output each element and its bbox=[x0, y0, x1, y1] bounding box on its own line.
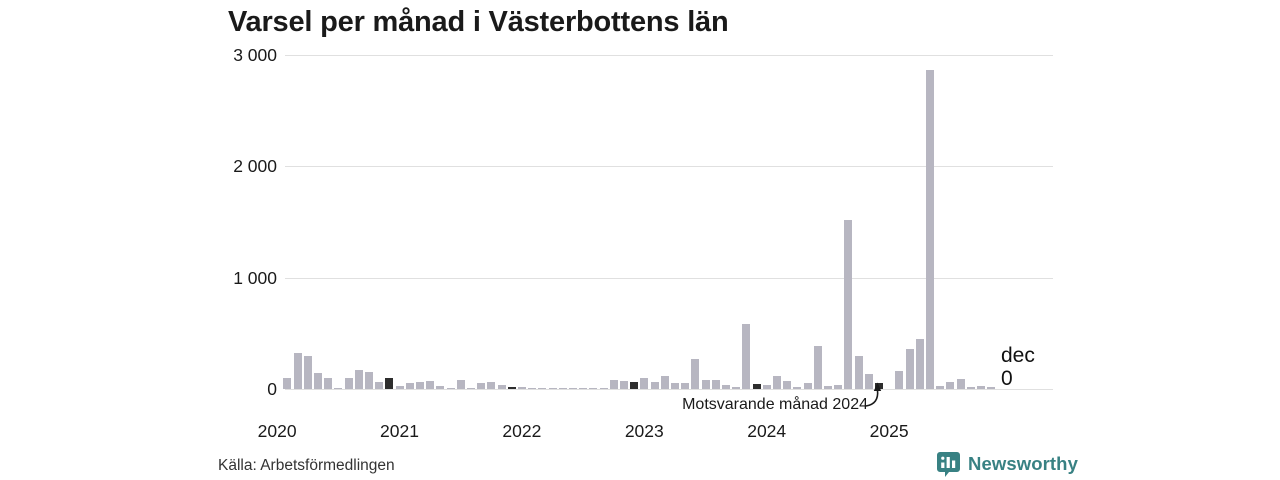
x-axis-year-label-2024: 2024 bbox=[747, 421, 787, 441]
bar-2024-06 bbox=[813, 346, 822, 389]
bar-2025-05 bbox=[925, 70, 934, 389]
bar-2023-09 bbox=[721, 384, 730, 389]
bar-2025-04 bbox=[915, 339, 924, 389]
bar-2021-08 bbox=[466, 388, 475, 389]
bar-2022-04 bbox=[548, 388, 557, 389]
bar-2020-04 bbox=[303, 355, 312, 389]
bar-2022-03 bbox=[538, 387, 547, 389]
latest-value-label: 0 bbox=[1001, 367, 1013, 390]
bar-2021-02 bbox=[405, 382, 414, 389]
bar-2023-04 bbox=[670, 382, 679, 389]
bar-2022-05 bbox=[558, 388, 567, 389]
bar-2023-11 bbox=[742, 323, 751, 389]
bar-2022-02 bbox=[528, 388, 537, 389]
bar-2021-03 bbox=[415, 381, 424, 389]
source-label: Källa: Arbetsförmedlingen bbox=[218, 457, 395, 474]
bar-2020-12 bbox=[385, 377, 394, 389]
bar-2021-11 bbox=[497, 384, 506, 389]
bar-2020-05 bbox=[313, 372, 322, 389]
bar-2024-04 bbox=[793, 386, 802, 389]
bar-2023-12 bbox=[752, 383, 761, 389]
annotation-label: Motsvarande månad 2024 bbox=[682, 396, 868, 413]
bar-2025-03 bbox=[905, 349, 914, 389]
gridline-y-1000 bbox=[285, 277, 1053, 279]
bar-2023-06 bbox=[691, 358, 700, 389]
bar-2022-11 bbox=[619, 381, 628, 389]
bar-2021-10 bbox=[487, 382, 496, 389]
bar-2022-12 bbox=[630, 382, 639, 389]
latest-month-label: dec bbox=[1001, 344, 1035, 367]
newsworthy-logo-text: Newsworthy bbox=[968, 453, 1078, 474]
gridline-y-2000 bbox=[285, 166, 1053, 168]
bar-2025-08 bbox=[956, 378, 965, 389]
bar-2024-03 bbox=[783, 380, 792, 389]
bar-2021-12 bbox=[507, 386, 516, 389]
bar-2025-09 bbox=[966, 387, 975, 389]
bar-2024-10 bbox=[854, 356, 863, 389]
bar-2025-06 bbox=[936, 386, 945, 389]
x-axis-year-label-2022: 2022 bbox=[502, 421, 542, 441]
bar-2020-03 bbox=[293, 353, 302, 389]
bar-2025-10 bbox=[976, 386, 985, 389]
bar-2022-10 bbox=[609, 380, 618, 389]
bar-2020-07 bbox=[334, 387, 343, 389]
bar-2021-01 bbox=[395, 385, 404, 389]
bar-2022-06 bbox=[568, 387, 577, 389]
bar-2024-08 bbox=[834, 384, 843, 389]
y-axis-tick-label: 0 bbox=[267, 379, 277, 399]
y-axis-tick-label: 2 000 bbox=[233, 156, 277, 177]
gridline-y-3000 bbox=[285, 55, 1053, 57]
x-axis-year-label-2023: 2023 bbox=[624, 421, 664, 441]
newsworthy-bar-chart-icon bbox=[937, 452, 960, 477]
bar-2020-09 bbox=[354, 369, 363, 389]
bar-2024-01 bbox=[762, 384, 771, 389]
bar-2023-03 bbox=[660, 376, 669, 389]
bar-2023-08 bbox=[711, 380, 720, 389]
bar-2024-02 bbox=[772, 376, 781, 389]
x-axis-year-label-2025: 2025 bbox=[869, 421, 909, 441]
bar-2024-09 bbox=[844, 220, 853, 389]
bar-2021-05 bbox=[436, 386, 445, 389]
bar-2025-02 bbox=[895, 370, 904, 389]
bar-2023-01 bbox=[640, 377, 649, 389]
newsworthy-logo: Newsworthy bbox=[936, 451, 1078, 477]
bar-2022-07 bbox=[579, 387, 588, 389]
bar-2022-01 bbox=[517, 386, 526, 389]
y-axis-tick-label: 3 000 bbox=[233, 45, 277, 66]
bar-2023-10 bbox=[732, 386, 741, 389]
x-axis-year-label-2021: 2021 bbox=[380, 421, 419, 441]
bar-2025-07 bbox=[946, 382, 955, 389]
annotation-arrow-icon bbox=[865, 382, 882, 407]
bar-2025-11 bbox=[987, 386, 996, 389]
bar-2024-07 bbox=[823, 386, 832, 389]
bar-2020-08 bbox=[344, 377, 353, 389]
bar-2024-11 bbox=[864, 373, 873, 389]
bar-2020-11 bbox=[375, 382, 384, 389]
bar-2024-05 bbox=[803, 382, 812, 389]
bar-2022-08 bbox=[589, 388, 598, 389]
bar-2021-09 bbox=[477, 383, 486, 389]
gridline-y-0 bbox=[285, 389, 1053, 390]
chart-title: Varsel per månad i Västerbottens län bbox=[228, 6, 729, 38]
latest-point-label: dec 0 bbox=[1001, 344, 1035, 390]
bar-2020-02 bbox=[283, 377, 292, 389]
bar-2023-05 bbox=[681, 383, 690, 389]
y-axis-tick-label: 1 000 bbox=[233, 267, 277, 288]
bar-2021-04 bbox=[426, 380, 435, 389]
bar-2020-10 bbox=[364, 372, 373, 389]
bar-2023-02 bbox=[650, 382, 659, 389]
bar-2020-06 bbox=[324, 377, 333, 389]
bar-2022-09 bbox=[599, 387, 608, 389]
x-axis-year-label-2020: 2020 bbox=[257, 421, 297, 441]
bar-2023-07 bbox=[701, 380, 710, 389]
bar-2021-07 bbox=[456, 379, 465, 389]
bar-2021-06 bbox=[446, 387, 455, 389]
